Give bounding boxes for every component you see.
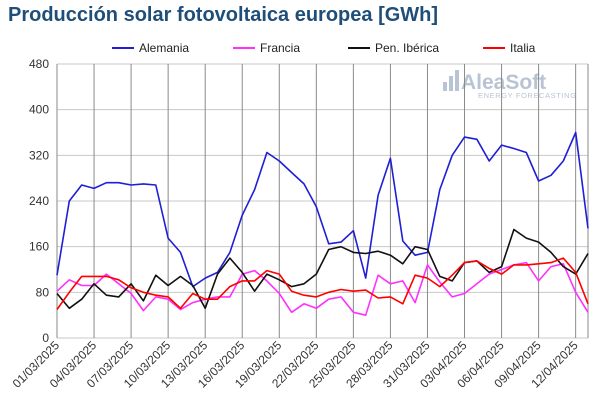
series-line-italia (56, 257, 589, 310)
series-line-alemania (56, 131, 589, 288)
x-axis-ticks: 01/03/202504/03/202507/03/202510/03/2025… (10, 338, 581, 391)
legend: Alemania Francia Pen. Ibérica Italia (112, 41, 536, 55)
y-tick-label: 0 (42, 331, 49, 345)
series-line-pen-ib-rica (56, 228, 589, 310)
y-tick-label: 480 (29, 57, 49, 71)
watermark-tagline: ENERGY FORECASTING (478, 91, 577, 100)
y-axis-ticks: 0 80 160 240 320 400 480 (29, 57, 49, 345)
y-tick-label: 400 (29, 103, 49, 117)
aleasoft-logo-icon (443, 70, 459, 91)
legend-label: Francia (260, 41, 300, 55)
series-lines (56, 131, 589, 316)
chart-title: Producción solar fotovoltaica europea [G… (8, 4, 439, 26)
legend-label: Pen. Ibérica (375, 41, 439, 55)
y-tick-label: 160 (29, 240, 49, 254)
series-line-francia (56, 261, 589, 316)
y-tick-label: 320 (29, 148, 49, 162)
legend-label: Alemania (139, 41, 189, 55)
aleasoft-watermark: AleaSoft ENERGY FORECASTING (443, 70, 577, 100)
y-tick-label: 80 (36, 285, 50, 299)
y-tick-label: 240 (29, 194, 49, 208)
legend-label: Italia (510, 41, 536, 55)
watermark-brand: AleaSoft (461, 71, 546, 94)
grid-lines (56, 63, 589, 339)
